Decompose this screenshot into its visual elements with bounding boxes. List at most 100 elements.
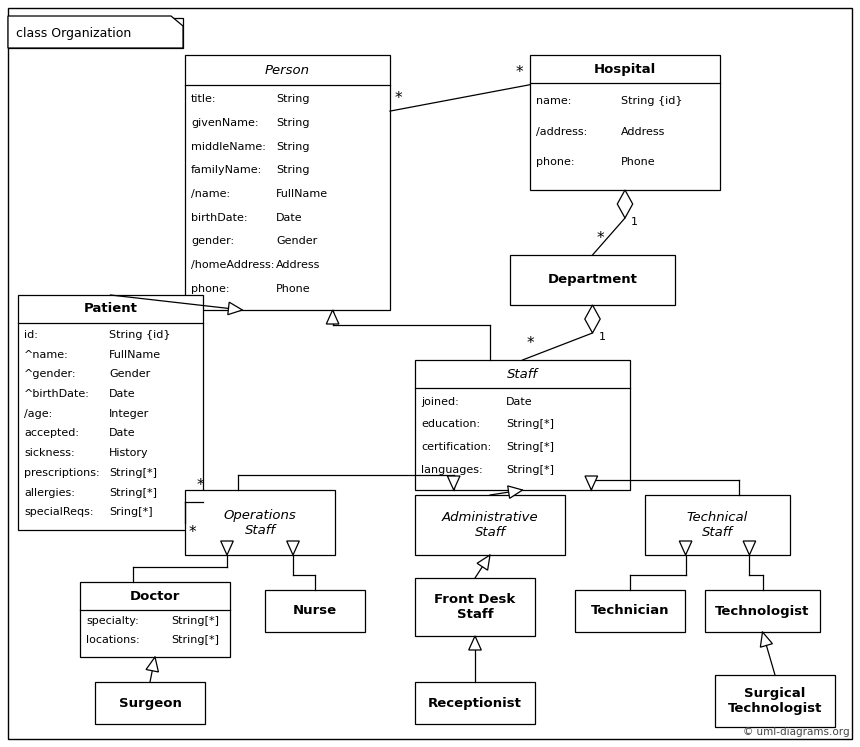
Polygon shape <box>326 310 339 324</box>
Text: Integer: Integer <box>109 409 150 418</box>
Text: Operations
Staff: Operations Staff <box>224 509 297 536</box>
Text: *: * <box>395 91 402 106</box>
Text: accepted:: accepted: <box>24 428 79 438</box>
Text: String[*]: String[*] <box>109 488 157 498</box>
Polygon shape <box>221 541 233 555</box>
Text: Surgeon: Surgeon <box>119 696 181 710</box>
Polygon shape <box>469 636 482 650</box>
Text: /homeAddress:: /homeAddress: <box>191 260 274 270</box>
Polygon shape <box>585 476 598 490</box>
Text: phone:: phone: <box>536 158 574 167</box>
Bar <box>715 675 835 727</box>
Text: education:: education: <box>421 419 480 430</box>
Polygon shape <box>447 476 460 490</box>
Polygon shape <box>760 632 772 647</box>
Text: String[*]: String[*] <box>109 468 157 478</box>
Polygon shape <box>679 541 692 555</box>
Bar <box>530 55 720 190</box>
Polygon shape <box>286 541 299 555</box>
Text: String[*]: String[*] <box>506 465 554 474</box>
Text: Front Desk
Staff: Front Desk Staff <box>434 593 516 621</box>
Polygon shape <box>743 541 756 555</box>
Polygon shape <box>617 190 633 218</box>
Text: Address: Address <box>621 127 666 137</box>
Text: String: String <box>276 94 310 105</box>
Text: Technical
Staff: Technical Staff <box>687 511 748 539</box>
Bar <box>575 590 685 632</box>
Text: String {id}: String {id} <box>621 96 683 106</box>
Text: *: * <box>197 478 205 493</box>
Polygon shape <box>228 302 243 314</box>
Text: Administrative
Staff: Administrative Staff <box>442 511 538 539</box>
Text: Doctor: Doctor <box>130 589 181 603</box>
Text: *: * <box>189 525 197 541</box>
Text: Patient: Patient <box>83 303 138 315</box>
Text: Gender: Gender <box>109 369 150 379</box>
Text: String[*]: String[*] <box>171 635 219 645</box>
Text: sickness:: sickness: <box>24 448 75 458</box>
Text: languages:: languages: <box>421 465 482 474</box>
Text: /address:: /address: <box>536 127 587 137</box>
Bar <box>265 590 365 632</box>
Text: gender:: gender: <box>191 236 234 247</box>
Text: givenName:: givenName: <box>191 118 259 128</box>
Text: © uml-diagrams.org: © uml-diagrams.org <box>743 727 850 737</box>
Text: class Organization: class Organization <box>16 28 132 40</box>
Text: Date: Date <box>109 389 136 399</box>
Polygon shape <box>585 305 600 333</box>
Text: specialty:: specialty: <box>86 616 138 626</box>
Polygon shape <box>146 657 158 672</box>
Text: familyName:: familyName: <box>191 165 262 176</box>
Text: Address: Address <box>276 260 321 270</box>
Text: ^name:: ^name: <box>24 350 69 359</box>
Bar <box>510 255 675 305</box>
Text: ^gender:: ^gender: <box>24 369 77 379</box>
Bar <box>185 490 335 555</box>
Text: Technician: Technician <box>591 604 669 618</box>
Text: String[*]: String[*] <box>506 419 554 430</box>
Text: Department: Department <box>548 273 637 287</box>
Bar <box>415 578 535 636</box>
Text: String: String <box>276 165 310 176</box>
Bar <box>18 295 203 530</box>
Text: *: * <box>516 65 524 80</box>
Bar <box>415 682 535 724</box>
Text: Date: Date <box>276 213 303 223</box>
Text: *: * <box>526 336 534 351</box>
Text: prescriptions:: prescriptions: <box>24 468 100 478</box>
Text: specialReqs:: specialReqs: <box>24 507 94 517</box>
Text: Phone: Phone <box>621 158 655 167</box>
Text: Sring[*]: Sring[*] <box>109 507 152 517</box>
Text: Hospital: Hospital <box>594 63 656 75</box>
Text: Date: Date <box>506 397 532 406</box>
Text: Date: Date <box>109 428 136 438</box>
Text: FullName: FullName <box>109 350 161 359</box>
Text: phone:: phone: <box>191 284 230 294</box>
Polygon shape <box>507 486 523 498</box>
Text: name:: name: <box>536 96 571 106</box>
Text: Receptionist: Receptionist <box>428 696 522 710</box>
Bar <box>415 495 565 555</box>
Text: *: * <box>597 231 604 246</box>
Bar <box>8 18 183 48</box>
Text: joined:: joined: <box>421 397 458 406</box>
Text: String[*]: String[*] <box>506 442 554 452</box>
Text: Nurse: Nurse <box>293 604 337 618</box>
Text: Staff: Staff <box>507 368 538 380</box>
Text: Surgical
Technologist: Surgical Technologist <box>728 687 822 715</box>
Text: Gender: Gender <box>276 236 317 247</box>
Bar <box>95 682 205 724</box>
Text: String: String <box>276 118 310 128</box>
Text: middleName:: middleName: <box>191 142 266 152</box>
Text: String {id}: String {id} <box>109 330 170 340</box>
Text: Person: Person <box>265 63 310 76</box>
Polygon shape <box>8 16 183 48</box>
Text: String[*]: String[*] <box>171 616 219 626</box>
Bar <box>415 360 630 490</box>
Bar <box>185 55 390 310</box>
Polygon shape <box>477 555 490 570</box>
Text: id:: id: <box>24 330 38 340</box>
Text: 1: 1 <box>599 332 605 342</box>
Text: FullName: FullName <box>276 189 329 199</box>
Bar <box>705 590 820 632</box>
